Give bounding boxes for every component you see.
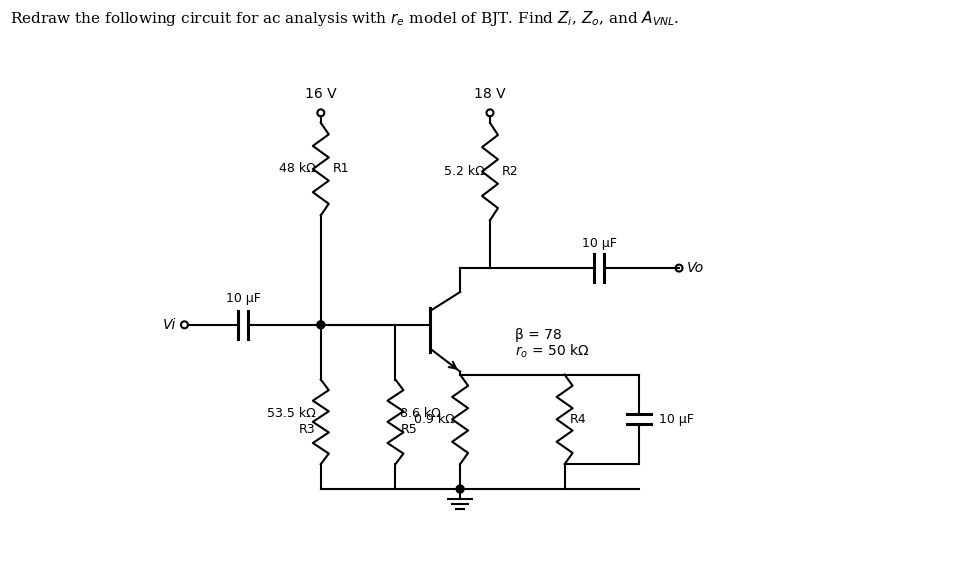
- Text: 10 μF: 10 μF: [659, 413, 694, 426]
- Text: 10 μF: 10 μF: [582, 237, 617, 250]
- Text: 18 V: 18 V: [474, 87, 506, 101]
- Text: 0.9 kΩ: 0.9 kΩ: [414, 413, 455, 426]
- Text: R3: R3: [299, 423, 316, 436]
- Text: 8.6 kΩ: 8.6 kΩ: [400, 407, 441, 420]
- Text: 48 kΩ: 48 kΩ: [280, 162, 316, 175]
- Text: R1: R1: [333, 162, 350, 175]
- Circle shape: [317, 321, 324, 329]
- Text: R2: R2: [502, 165, 518, 178]
- Text: 16 V: 16 V: [305, 87, 337, 101]
- Text: 53.5 kΩ: 53.5 kΩ: [267, 407, 316, 420]
- Text: R4: R4: [570, 413, 586, 426]
- Text: Vi: Vi: [163, 318, 176, 332]
- Text: 5.2 kΩ: 5.2 kΩ: [444, 165, 485, 178]
- Circle shape: [456, 485, 465, 493]
- Text: Vo: Vo: [687, 261, 704, 275]
- Text: 10 μF: 10 μF: [226, 292, 261, 305]
- Text: β = 78: β = 78: [515, 328, 562, 342]
- Text: Redraw the following circuit for ac analysis with $r_e$ model of BJT. Find $Z_i$: Redraw the following circuit for ac anal…: [11, 9, 680, 28]
- Text: $r_o$ = 50 kΩ: $r_o$ = 50 kΩ: [515, 343, 589, 360]
- Text: R5: R5: [400, 423, 417, 436]
